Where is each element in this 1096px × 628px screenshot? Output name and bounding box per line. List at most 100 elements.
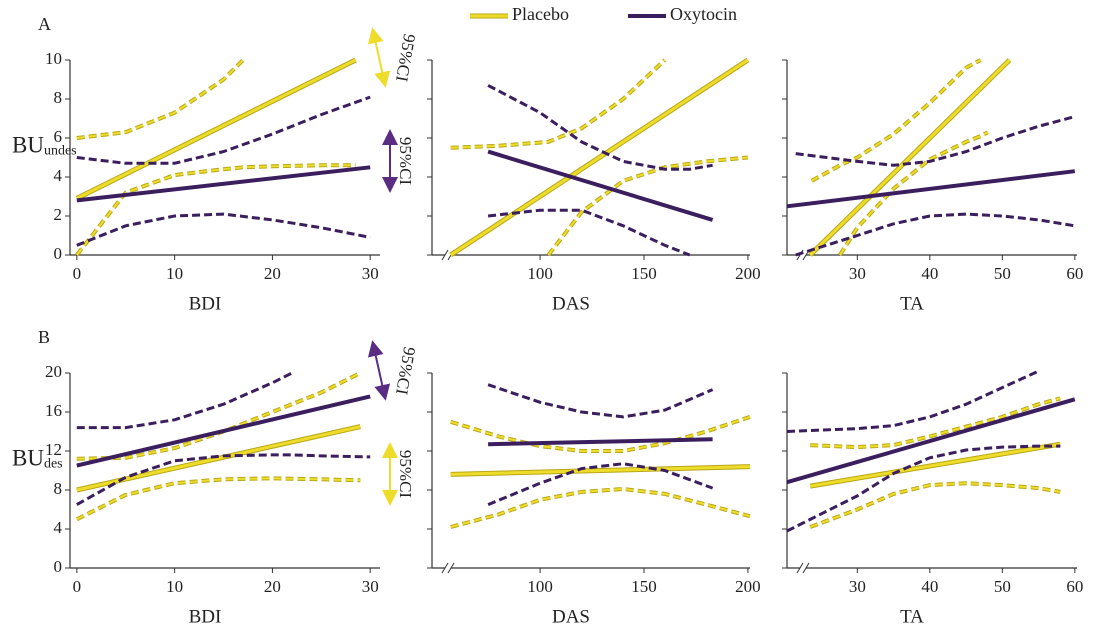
panel-label: A bbox=[38, 14, 51, 34]
ci-arrow bbox=[367, 340, 391, 401]
ci-lower bbox=[76, 164, 356, 256]
x-tick-label: 0 bbox=[73, 264, 82, 283]
x-tick-label: 200 bbox=[735, 577, 761, 596]
ci-upper bbox=[450, 415, 751, 452]
x-axis-label: BDI bbox=[189, 293, 222, 314]
fit-line bbox=[786, 397, 1076, 485]
panel: 100 150 200 DAS bbox=[427, 57, 761, 314]
x-axis-label: DAS bbox=[552, 606, 590, 627]
x-tick-label: 50 bbox=[994, 577, 1011, 596]
y-axis-label-main: BU bbox=[12, 446, 44, 471]
series bbox=[75, 57, 357, 257]
fit-line bbox=[449, 58, 749, 257]
ci-lower bbox=[795, 212, 1076, 257]
ci-lower bbox=[839, 131, 989, 256]
y-tick-label: 0 bbox=[54, 244, 63, 263]
x-axis-label: TA bbox=[900, 293, 924, 314]
ci-upper bbox=[76, 371, 293, 430]
x-tick-label: 20 bbox=[264, 577, 281, 596]
x-tick-label: 20 bbox=[264, 264, 281, 283]
ci-lower bbox=[786, 444, 1061, 533]
ci-upper bbox=[450, 59, 666, 149]
fit-line bbox=[450, 465, 751, 476]
y-axis-label: BUundes bbox=[12, 133, 77, 159]
x-tick-label: 10 bbox=[166, 577, 183, 596]
x-tick-label: 100 bbox=[527, 264, 553, 283]
legend-item: Oxytocin bbox=[628, 4, 737, 24]
axis-break bbox=[447, 562, 455, 574]
x-tick-label: 30 bbox=[849, 577, 866, 596]
y-tick-label: 4 bbox=[54, 166, 63, 185]
panel: 30 40 50 60 TA bbox=[782, 58, 1083, 314]
series bbox=[786, 369, 1076, 533]
x-tick-label: 60 bbox=[1066, 577, 1083, 596]
y-tick-label: 4 bbox=[54, 518, 63, 537]
ci-upper bbox=[76, 372, 361, 460]
panel: 30 40 50 60 TA bbox=[782, 369, 1083, 627]
panel-label: B bbox=[38, 327, 50, 347]
x-tick-label: 50 bbox=[994, 264, 1011, 283]
ci-upper bbox=[487, 84, 713, 171]
y-tick-label: 8 bbox=[54, 88, 63, 107]
y-axis-label-main: BU bbox=[12, 133, 44, 158]
x-tick-label: 30 bbox=[849, 264, 866, 283]
ci-upper bbox=[76, 59, 244, 139]
ci-upper bbox=[811, 59, 982, 182]
axis-break bbox=[802, 562, 810, 574]
x-axis-label: TA bbox=[900, 606, 924, 627]
ci-lower bbox=[547, 156, 748, 256]
y-tick-label: 8 bbox=[54, 479, 63, 498]
axis-break bbox=[441, 249, 449, 261]
legend-label: Oxytocin bbox=[670, 4, 737, 24]
ci-lower bbox=[809, 482, 1061, 528]
panel: 0 2 4 6 8 10 0 10 20 30 BDI A BUundes 95%CI 95%CI bbox=[12, 14, 419, 314]
ci-upper-outline bbox=[810, 58, 982, 183]
ci-lower bbox=[487, 208, 691, 257]
axis-break-gap bbox=[800, 565, 806, 571]
y-tick-label: 0 bbox=[54, 557, 63, 576]
fit-line bbox=[809, 58, 1011, 257]
ci-annotation: 95%CI bbox=[392, 32, 419, 83]
ci-upper-outline bbox=[76, 371, 362, 461]
y-axis-label: BUdes bbox=[12, 446, 63, 472]
ci-lower bbox=[76, 477, 361, 521]
x-tick-label: 0 bbox=[73, 577, 82, 596]
series bbox=[808, 58, 1012, 257]
y-tick-label: 10 bbox=[45, 49, 62, 68]
x-tick-label: 200 bbox=[735, 264, 761, 283]
ci-lower-outline bbox=[450, 486, 751, 529]
ci-annotation: 95%CI bbox=[396, 450, 415, 499]
y-axis-label-sub: undes bbox=[44, 144, 77, 159]
series bbox=[76, 95, 371, 247]
series bbox=[786, 115, 1076, 257]
ci-annotation: 95%CI bbox=[392, 345, 419, 396]
series bbox=[450, 415, 751, 529]
y-tick-label: 20 bbox=[45, 362, 62, 381]
legend-item: Placebo bbox=[470, 4, 569, 24]
x-tick-label: 150 bbox=[631, 577, 657, 596]
x-tick-label: 40 bbox=[921, 264, 938, 283]
y-axis-label-sub: des bbox=[44, 457, 63, 472]
axis-break bbox=[441, 562, 449, 574]
axis-break-gap bbox=[445, 565, 451, 571]
panel: 100 150 200 DAS bbox=[427, 372, 761, 627]
fit-line bbox=[809, 442, 1061, 488]
ci-upper bbox=[76, 95, 371, 165]
x-tick-label: 150 bbox=[631, 264, 657, 283]
ci-lower bbox=[487, 462, 714, 506]
ci-lower bbox=[76, 453, 371, 506]
ci-arrow bbox=[367, 27, 391, 88]
fit-line bbox=[488, 437, 713, 447]
ci-lower bbox=[76, 212, 371, 247]
x-tick-label: 100 bbox=[527, 577, 553, 596]
fit-line bbox=[76, 58, 357, 200]
ci-lower bbox=[450, 487, 751, 528]
ci-upper bbox=[795, 115, 1076, 167]
x-axis-label: BDI bbox=[189, 606, 222, 627]
x-axis-label: DAS bbox=[552, 293, 590, 314]
x-tick-label: 40 bbox=[921, 577, 938, 596]
y-tick-label: 6 bbox=[54, 127, 63, 146]
x-tick-label: 60 bbox=[1066, 264, 1083, 283]
y-tick-label: 2 bbox=[54, 205, 63, 224]
ci-lower-outline bbox=[75, 476, 361, 522]
